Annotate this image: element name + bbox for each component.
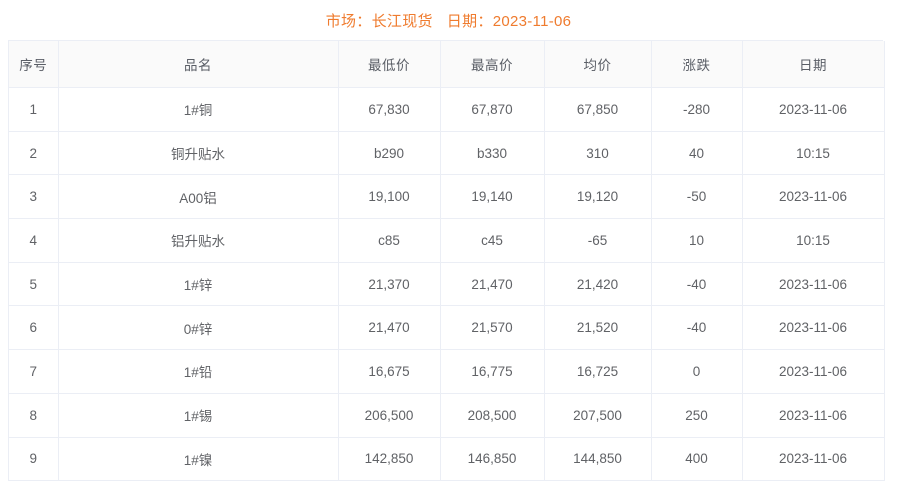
- cell-avg: 310: [544, 131, 652, 176]
- cell-high: 208,500: [440, 393, 545, 438]
- table-body: 1 1#铜 67,830 67,870 67,850 -280 2023-11-06 2 铜升贴…: [9, 87, 885, 481]
- cell-low: c85: [338, 218, 441, 263]
- cell-date: 2023-11-06: [742, 437, 885, 481]
- cell-high: 67,870: [440, 87, 545, 132]
- cell-name: 铜升贴水: [58, 131, 339, 176]
- table-row[interactable]: 8 1#锡 206,500 208,500 207,500 250 2023-11-06: [9, 393, 885, 438]
- cell-change: -40: [651, 305, 743, 351]
- cell-low: 21,370: [338, 262, 441, 307]
- column-header-date[interactable]: 日期: [742, 41, 885, 88]
- cell-avg: 19,120: [544, 174, 652, 220]
- market-label: 市场：长江现货: [325, 12, 433, 30]
- table-row[interactable]: 6 0#锌 21,470 21,570 21,520 -40 2023-11-06: [9, 305, 885, 351]
- cell-date: 2023-11-06: [742, 87, 885, 132]
- cell-change: 400: [651, 437, 743, 481]
- cell-name: 铝升贴水: [58, 218, 339, 263]
- cell-index: 5: [9, 262, 59, 307]
- cell-avg: 67,850: [544, 87, 652, 132]
- cell-low: 19,100: [338, 174, 441, 220]
- column-header-name[interactable]: 品名: [58, 41, 339, 88]
- cell-change: 40: [651, 131, 743, 176]
- cell-high: 16,775: [440, 349, 545, 394]
- cell-low: 16,675: [338, 349, 441, 394]
- cell-date: 2023-11-06: [742, 305, 885, 351]
- page-title: 市场：长江现货 日期：2023-11-06: [0, 0, 897, 40]
- cell-avg: -65: [544, 218, 652, 263]
- date-label: 日期：2023-11-06: [446, 12, 572, 30]
- cell-date: 2023-11-06: [742, 393, 885, 438]
- cell-avg: 144,850: [544, 437, 652, 481]
- cell-low: 67,830: [338, 87, 441, 132]
- price-table-wrapper: 序号 品名 最低价 最高价 均价 涨跌 日期 1 1#铜 67,830 67,870 6…: [8, 40, 885, 481]
- table-row[interactable]: 4 铝升贴水 c85 c45 -65 10 10:15: [9, 218, 885, 263]
- column-header-avg[interactable]: 均价: [544, 41, 652, 88]
- cell-index: 6: [9, 305, 59, 351]
- cell-avg: 207,500: [544, 393, 652, 438]
- cell-index: 8: [9, 393, 59, 438]
- cell-change: -40: [651, 262, 743, 307]
- cell-name: 0#锌: [58, 305, 339, 351]
- cell-name: 1#锡: [58, 393, 339, 438]
- column-header-high[interactable]: 最高价: [440, 41, 545, 88]
- column-header-index[interactable]: 序号: [9, 41, 59, 88]
- cell-avg: 21,420: [544, 262, 652, 307]
- header-row: 序号 品名 最低价 最高价 均价 涨跌 日期: [9, 41, 885, 88]
- cell-index: 7: [9, 349, 59, 394]
- table-row[interactable]: 7 1#铅 16,675 16,775 16,725 0 2023-11-06: [9, 349, 885, 394]
- cell-index: 1: [9, 87, 59, 132]
- cell-high: 19,140: [440, 174, 545, 220]
- cell-name: 1#锌: [58, 262, 339, 307]
- cell-high: 21,570: [440, 305, 545, 351]
- table-row[interactable]: 1 1#铜 67,830 67,870 67,850 -280 2023-11-06: [9, 87, 885, 132]
- cell-index: 4: [9, 218, 59, 263]
- cell-name: 1#镍: [58, 437, 339, 481]
- column-header-change[interactable]: 涨跌: [651, 41, 743, 88]
- cell-high: c45: [440, 218, 545, 263]
- cell-high: b330: [440, 131, 545, 176]
- cell-change: -50: [651, 174, 743, 220]
- column-header-low[interactable]: 最低价: [338, 41, 441, 88]
- cell-index: 3: [9, 174, 59, 220]
- table-row[interactable]: 3 A00铝 19,100 19,140 19,120 -50 2023-11-06: [9, 174, 885, 220]
- cell-name: 1#铅: [58, 349, 339, 394]
- cell-low: 21,470: [338, 305, 441, 351]
- cell-change: 250: [651, 393, 743, 438]
- table-row[interactable]: 2 铜升贴水 b290 b330 310 40 10:15: [9, 131, 885, 176]
- cell-low: 142,850: [338, 437, 441, 481]
- cell-name: A00铝: [58, 174, 339, 220]
- cell-avg: 16,725: [544, 349, 652, 394]
- cell-name: 1#铜: [58, 87, 339, 132]
- cell-date: 2023-11-06: [742, 349, 885, 394]
- cell-change: 10: [651, 218, 743, 263]
- cell-change: -280: [651, 87, 743, 132]
- cell-low: 206,500: [338, 393, 441, 438]
- cell-low: b290: [338, 131, 441, 176]
- cell-change: 0: [651, 349, 743, 394]
- cell-date: 10:15: [742, 218, 885, 263]
- cell-index: 2: [9, 131, 59, 176]
- table-row[interactable]: 9 1#镍 142,850 146,850 144,850 400 2023-11-06: [9, 437, 885, 481]
- cell-avg: 21,520: [544, 305, 652, 351]
- cell-date: 2023-11-06: [742, 174, 885, 220]
- cell-index: 9: [9, 437, 59, 481]
- cell-date: 2023-11-06: [742, 262, 885, 307]
- table-header: 序号 品名 最低价 最高价 均价 涨跌 日期: [9, 41, 885, 88]
- cell-date: 10:15: [742, 131, 885, 176]
- spot-price-table: 序号 品名 最低价 最高价 均价 涨跌 日期 1 1#铜 67,830 67,870 6…: [9, 41, 885, 481]
- cell-high: 21,470: [440, 262, 545, 307]
- table-row[interactable]: 5 1#锌 21,370 21,470 21,420 -40 2023-11-06: [9, 262, 885, 307]
- cell-high: 146,850: [440, 437, 545, 481]
